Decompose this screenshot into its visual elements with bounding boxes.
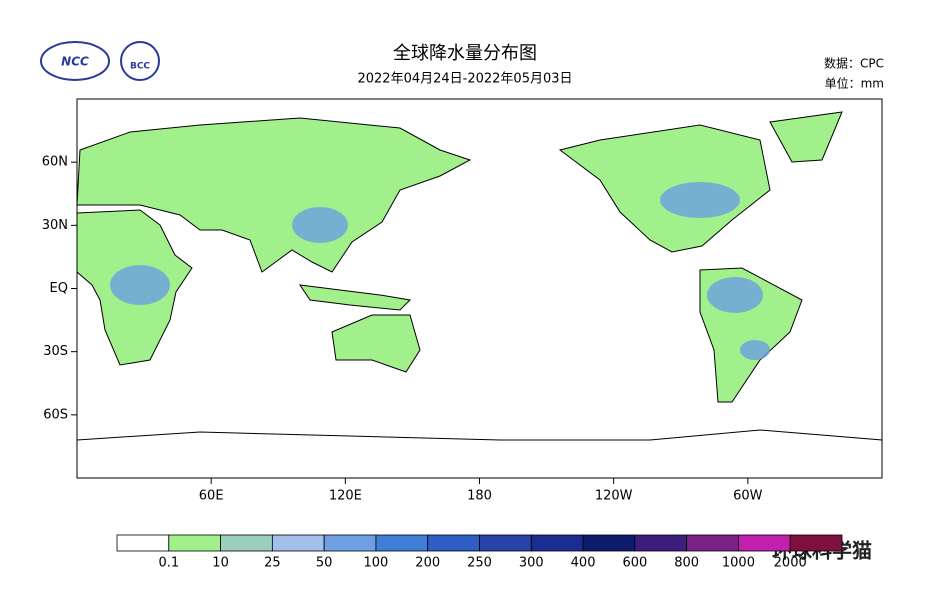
rain-area [292,207,348,243]
rain-area [660,182,740,218]
x-tick-label: 60W [733,489,763,504]
legend-label: 200 [415,556,440,571]
eurasia [76,117,472,273]
source: 数据：CPC [824,56,884,71]
legend-swatch [271,534,325,552]
legend-swatch [323,534,377,552]
legend-swatch [168,534,221,552]
legend-label: 250 [467,556,492,571]
legend-label: 800 [674,556,699,571]
subtitle: 2022年04月24日-2022年05月03日 [357,72,572,87]
north-america [558,124,771,253]
legend-label: 1000 [722,556,755,571]
bcc-logo [120,41,160,81]
x-tick-label: 120E [329,489,362,504]
legend-swatch [738,534,791,552]
legend-swatch [634,534,688,552]
y-tick-label: 60S [43,407,68,422]
x-tick-label: 120W [595,489,633,504]
legend-swatch [789,534,843,552]
logo-text: BCC [130,62,150,72]
y-tick-label: EQ [50,281,68,296]
y-tick-label: 30S [43,344,68,359]
legend-swatch [582,534,636,552]
rain-area [740,340,770,360]
x-tick-label: 180 [467,489,492,504]
y-tick-label: 60N [42,155,68,170]
map [76,98,883,479]
legend-swatch [220,534,273,552]
legend-swatch [427,534,480,552]
legend-swatch [686,534,739,552]
y-tick-label: 30N [42,218,68,233]
legend-label: 2000 [774,556,807,571]
legend-label: 400 [571,556,596,571]
logo-text: NCC [61,55,89,69]
legend-label: 50 [316,556,333,571]
legend-label: 300 [519,556,544,571]
ncc-logo [40,41,110,81]
legend-swatch [479,534,532,552]
rain-area [707,277,763,313]
greenland [769,111,843,163]
legend-label: 25 [264,556,281,571]
legend-label: 0.1 [158,556,179,571]
x-tick-label: 60E [199,489,224,504]
australia [331,314,421,373]
legend-label: 100 [364,556,389,571]
indonesia [298,284,412,311]
logos: NCC BCC [40,41,160,81]
legend-label: 10 [212,556,229,571]
legend-swatch [375,534,429,552]
rain-area [110,265,170,305]
legend-swatch [116,534,170,552]
legend-label: 600 [622,556,647,571]
title: 全球降水量分布图 [393,43,537,64]
unit: 单位：mm [825,76,884,91]
legend-swatch [530,534,584,552]
